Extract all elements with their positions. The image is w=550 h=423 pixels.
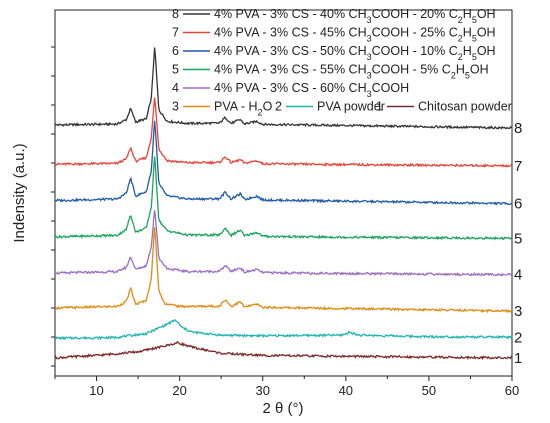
trace-label-1: 1 — [514, 350, 522, 367]
legend-entry-number: 3 — [172, 100, 179, 114]
series-line-6 — [54, 120, 513, 206]
trace-label-3: 3 — [514, 303, 522, 320]
legend-entry-number: 8 — [172, 7, 179, 21]
axes: 10 20 30 40 50 60 — [51, 46, 519, 398]
series-line-5 — [54, 156, 513, 241]
x-tick-label: 50 — [422, 383, 436, 398]
x-tick-label: 60 — [505, 383, 519, 398]
series-line-8 — [54, 47, 513, 130]
x-tick-label: 10 — [89, 383, 103, 398]
legend-entry: 2 PVA powder — [275, 100, 385, 114]
series-line-2 — [55, 318, 513, 341]
legend-entry-number: 4 — [172, 81, 179, 95]
legend-entry-label: PVA powder — [317, 100, 385, 114]
legend-entry-label: 4% PVA - 3% CS - 40% CH3COOH - 20% C2H5O… — [214, 7, 496, 25]
legend-entry: 6 4% PVA - 3% CS - 50% CH3COOH - 10% C2H5… — [172, 44, 496, 62]
legend-entry-label: PVA - H2O — [214, 100, 273, 118]
x-tick-label: 30 — [255, 383, 269, 398]
legend-entry-number: 6 — [172, 44, 179, 58]
legend-entry: 4 4% PVA - 3% CS - 60% CH3COOH — [172, 81, 409, 99]
legend-entry: 5 4% PVA - 3% CS - 55% CH3COOH - 5% C2H5O… — [172, 63, 489, 81]
x-tick-label: 20 — [172, 383, 186, 398]
trace-label-4: 4 — [514, 267, 522, 284]
series-line-3 — [54, 226, 513, 314]
trace-label-6: 6 — [514, 196, 522, 213]
y-axis-title: Indensity (a.u.) — [11, 143, 28, 242]
legend-entry: 1 Chitosan powder — [376, 100, 512, 114]
legend-entry-label: 4% PVA - 3% CS - 60% CH3COOH — [214, 81, 409, 99]
trace-label-8: 8 — [514, 120, 522, 137]
legend-entry-number: 1 — [376, 100, 383, 114]
series-line-1 — [54, 340, 513, 361]
plot-area-frame — [54, 9, 513, 377]
legend-entry-number: 2 — [275, 100, 282, 114]
legend-entry-number: 5 — [172, 63, 179, 77]
legend-entry-number: 7 — [172, 26, 179, 40]
x-tick-label: 40 — [339, 383, 353, 398]
legend-entry-label: Chitosan powder — [418, 100, 512, 114]
legend-entry: 7 4% PVA - 3% CS - 45% CH3COOH - 25% C2H5… — [172, 26, 496, 44]
x-axis-title: 2 θ (°) — [262, 400, 303, 417]
legend-entry-label: 4% PVA - 3% CS - 45% CH3COOH - 25% C2H5O… — [214, 26, 496, 44]
series-layer — [54, 47, 513, 361]
legend-entry-label: 4% PVA - 3% CS - 50% CH3COOH - 10% C2H5O… — [214, 44, 496, 62]
legend-entry: 8 4% PVA - 3% CS - 40% CH3COOH - 20% C2H5… — [172, 7, 496, 25]
trace-label-5: 5 — [514, 230, 522, 247]
trace-label-7: 7 — [514, 158, 522, 175]
legend: 8 4% PVA - 3% CS - 40% CH3COOH - 20% C2H5… — [172, 7, 512, 118]
series-line-7 — [54, 97, 513, 168]
trace-labels: 8 7 6 5 4 3 2 1 — [514, 120, 522, 367]
series-line-4 — [54, 210, 513, 277]
trace-label-2: 2 — [514, 329, 522, 346]
legend-entry-label: 4% PVA - 3% CS - 55% CH3COOH - 5% C2H5OH — [214, 63, 489, 81]
legend-entry: 3 PVA - H2O — [172, 100, 273, 118]
